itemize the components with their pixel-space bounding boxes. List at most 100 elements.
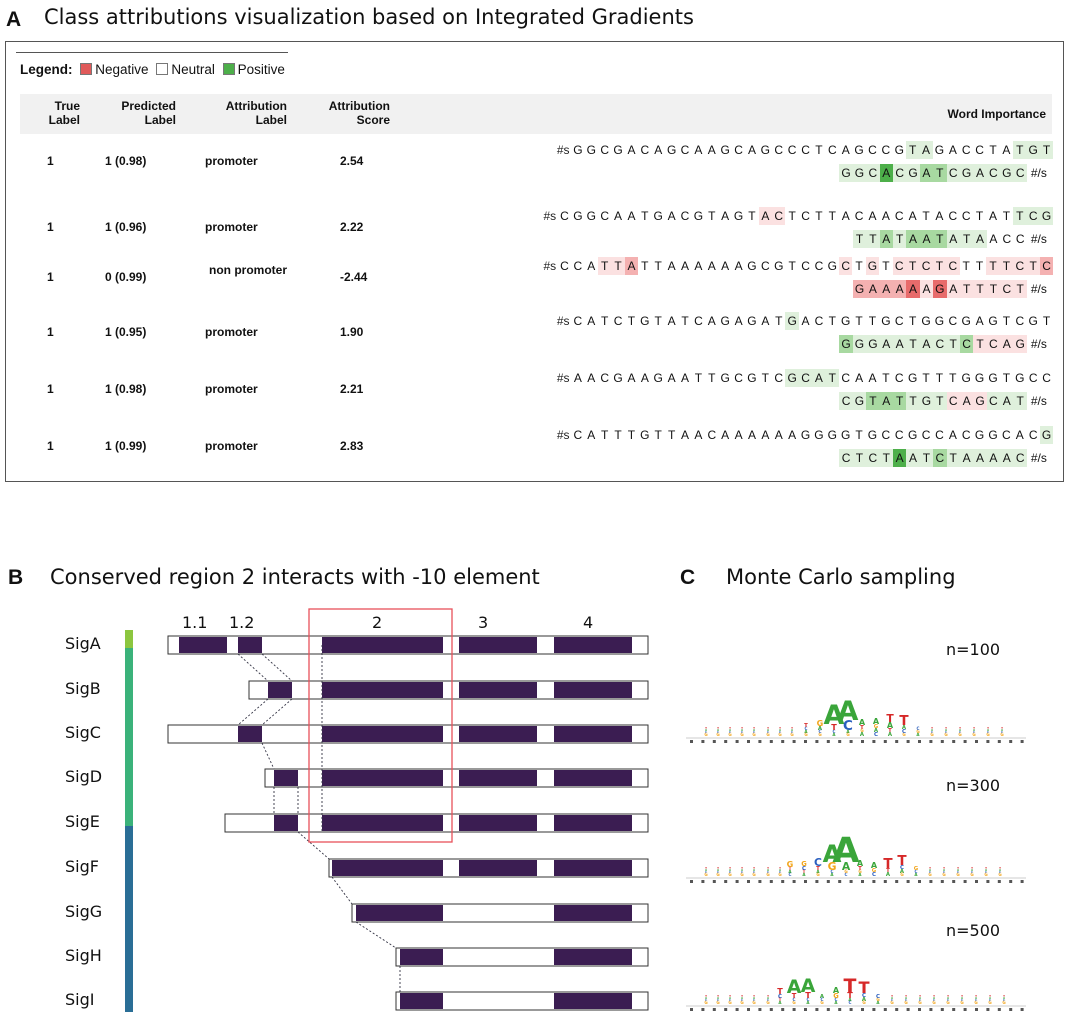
start-token: #s xyxy=(556,314,570,328)
nucleotide-token: G xyxy=(785,312,799,330)
nucleotide-token: A xyxy=(731,312,746,330)
attribution-table-frame xyxy=(5,41,1064,482)
logo-letter: A xyxy=(832,830,859,871)
logo-letter: T xyxy=(705,866,707,870)
logo-letter: G xyxy=(704,872,708,877)
nucleotide-token: C xyxy=(946,392,960,410)
nucleotide-token: G xyxy=(852,280,867,298)
logo-letter: A xyxy=(929,868,932,872)
logo-letter: T xyxy=(985,866,987,870)
nucleotide-token: C xyxy=(852,207,866,225)
logo-letter: A xyxy=(860,732,865,738)
logo-letter: T xyxy=(741,866,743,870)
nucleotide-token: G xyxy=(571,141,585,159)
logo-tick xyxy=(986,740,990,743)
sigma-label-SigE: SigE xyxy=(65,812,100,831)
logo-tick xyxy=(895,1008,899,1011)
logo-letter: T xyxy=(860,725,864,731)
predicted-label-cell: 1 (0.95) xyxy=(105,325,147,339)
true-label-cell: 1 xyxy=(47,439,54,453)
logo-letter: A xyxy=(975,996,978,1000)
nucleotide-token: C xyxy=(866,449,880,467)
nucleotide-token: A xyxy=(638,369,652,387)
nucleotide-token: G xyxy=(611,141,625,159)
logo-tick xyxy=(781,740,785,743)
start-token: #s xyxy=(556,428,570,442)
nucleotide-token: C xyxy=(678,141,692,159)
panel-b-letter: B xyxy=(8,566,24,589)
logo-tick xyxy=(712,880,716,883)
logo-tick xyxy=(895,740,899,743)
nucleotide-token: A xyxy=(946,426,960,444)
logo-letter: A xyxy=(887,720,894,730)
nucleotide-token: T xyxy=(905,141,920,159)
logo-letter: G xyxy=(986,732,990,737)
logo-tick xyxy=(701,1008,705,1011)
logo-letter: C xyxy=(805,726,808,731)
nucleotide-token: A xyxy=(865,207,880,225)
attribution-label-cell: promoter xyxy=(205,220,258,234)
logo-letter: G xyxy=(928,872,932,877)
sigma-label-SigG: SigG xyxy=(65,902,103,921)
domain-block xyxy=(332,860,443,876)
logo-letter: C xyxy=(943,870,945,874)
panel-b-title: Conserved region 2 interacts with -10 el… xyxy=(50,565,540,589)
nucleotide-token: C xyxy=(772,141,786,159)
logo-letter: T xyxy=(1001,726,1003,730)
nucleotide-token: T xyxy=(959,280,974,298)
logo-tick xyxy=(747,740,750,743)
logo-letter: T xyxy=(959,726,961,730)
sequence-line-2: C T C T A A T C T A A A A C #/s xyxy=(839,449,1050,467)
end-token: #/s xyxy=(1030,451,1047,465)
logo-letter: C xyxy=(999,870,1001,874)
nucleotide-token: T xyxy=(946,369,960,387)
nucleotide-token: A xyxy=(651,141,665,159)
domain-block xyxy=(179,637,227,653)
logo-letter: A xyxy=(999,868,1002,872)
nucleotide-token: G xyxy=(905,369,920,387)
logo-tick xyxy=(963,740,967,743)
logo-letter: T xyxy=(888,728,892,734)
logo-letter: C xyxy=(779,870,781,874)
panel-c-letter: C xyxy=(680,566,696,589)
logo-tick xyxy=(861,740,864,743)
logo-letter: C xyxy=(705,870,707,874)
sigma-label-SigI: SigI xyxy=(65,990,95,1009)
logo-tick xyxy=(918,1008,921,1011)
logo-letter: A xyxy=(842,860,851,873)
logo-tick xyxy=(906,740,910,743)
logo-letter: T xyxy=(789,866,792,871)
nucleotide-token: C xyxy=(611,312,625,330)
sigma-group-color-bar xyxy=(125,648,133,826)
nucleotide-token: C xyxy=(986,335,1001,353)
nucleotide-token: A xyxy=(919,335,934,353)
logo-letter: T xyxy=(943,866,945,870)
nucleotide-token: G xyxy=(839,426,853,444)
logo-tick xyxy=(986,880,990,883)
logo-letter: T xyxy=(779,997,782,1002)
logo-letter: G xyxy=(930,732,934,737)
logo-letter: G xyxy=(740,732,744,737)
nucleotide-token: G xyxy=(879,312,893,330)
logo-letter: A xyxy=(834,1000,838,1005)
logo-letter: A xyxy=(791,728,794,732)
nucleotide-token: T xyxy=(946,335,960,353)
logo-letter: A xyxy=(788,869,792,874)
domain-block xyxy=(459,770,537,786)
header-word-importance: Word Importance xyxy=(947,107,1046,121)
logo-tick xyxy=(838,880,842,883)
alignment-dashed-line xyxy=(237,653,269,682)
nucleotide-token: C xyxy=(839,369,853,387)
logo-tick xyxy=(724,880,728,883)
logo-letter: A xyxy=(905,996,908,1000)
logo-letter: G xyxy=(787,859,794,869)
logo-letter: G xyxy=(820,1000,824,1005)
nucleotide-token: G xyxy=(584,207,598,225)
nucleotide-token: A xyxy=(611,207,625,225)
domain-block xyxy=(554,905,632,921)
nucleotide-token: G xyxy=(745,257,759,275)
logo-tick xyxy=(712,740,716,743)
logo-letter: A xyxy=(767,728,770,732)
start-token: #s xyxy=(543,259,557,273)
end-token: #/s xyxy=(1030,282,1047,296)
